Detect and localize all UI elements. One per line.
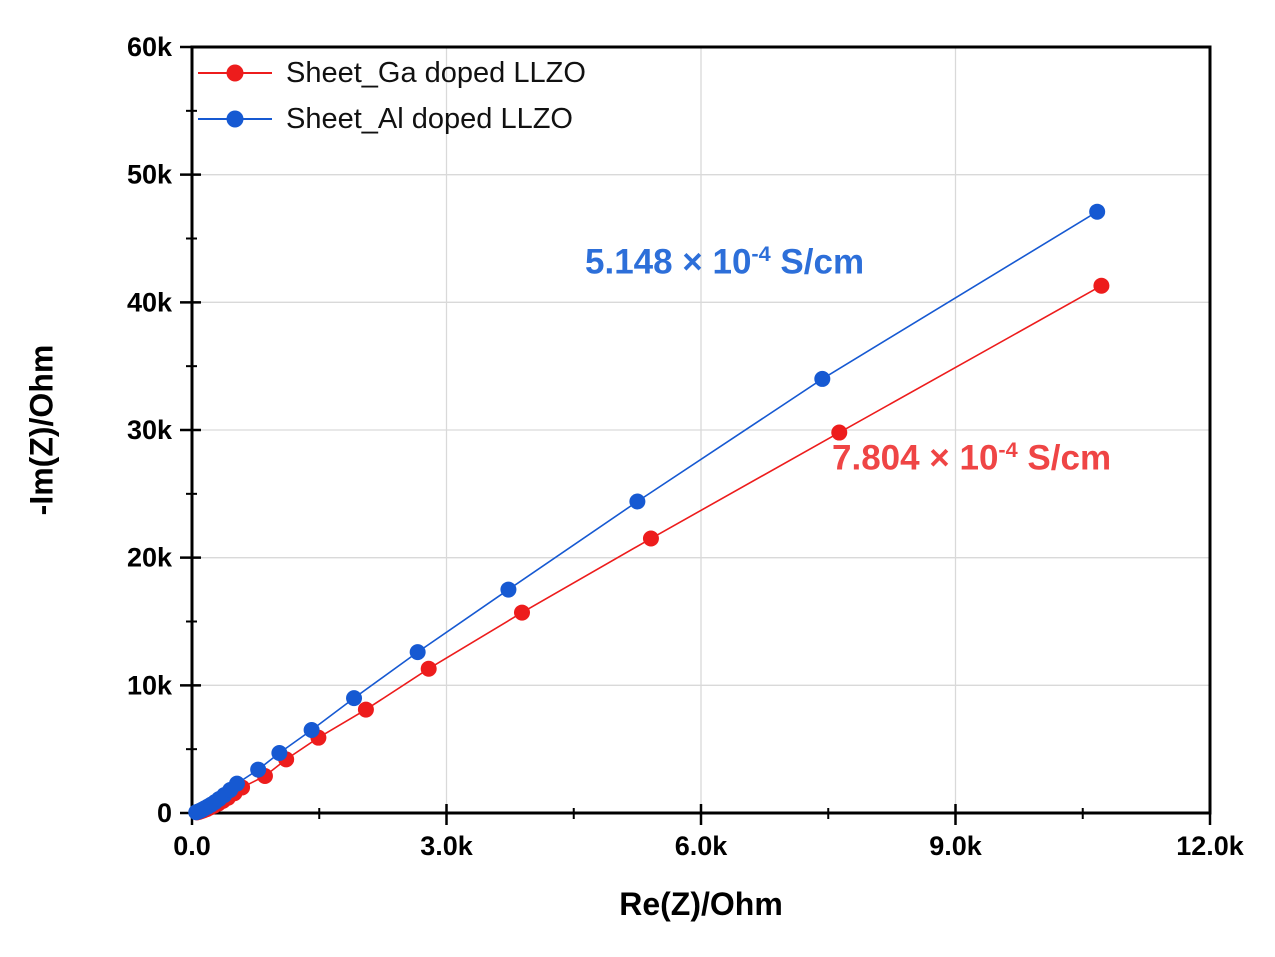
data-point-marker-1: [629, 493, 646, 510]
legend-item-ga-doped: Sheet_Ga doped LLZO: [198, 52, 586, 94]
x-axis-tick-label: 6.0k: [675, 831, 729, 861]
annotation-base: 5.148 × 10: [585, 242, 752, 282]
annotation-unit: S/cm: [770, 242, 865, 282]
x-axis-tick-label: 9.0k: [929, 831, 983, 861]
data-point-marker-1: [409, 644, 426, 661]
chart-legend: Sheet_Ga doped LLZO Sheet_Al doped LLZO: [198, 52, 586, 140]
data-point-marker-1: [271, 744, 288, 761]
y-axis-tick-label: 50k: [127, 160, 173, 190]
data-point-marker-1: [814, 370, 831, 387]
x-axis-tick-label: 12.0k: [1176, 831, 1245, 861]
data-point-marker-0: [642, 530, 659, 547]
conductivity-annotation-ga-doped: 7.804 × 10-4 S/cm: [832, 437, 1111, 479]
y-axis-tick-label: 40k: [127, 287, 173, 317]
legend-label-ga-doped: Sheet_Ga doped LLZO: [286, 56, 586, 89]
y-axis-tick-label: 20k: [127, 543, 173, 573]
data-point-marker-0: [831, 424, 848, 441]
legend-marker-red-icon: [198, 64, 272, 82]
legend-marker-blue-icon: [198, 110, 272, 128]
annotation-exponent: -4: [751, 241, 771, 266]
legend-label-al-doped: Sheet_Al doped LLZO: [286, 102, 573, 135]
annotation-base: 7.804 × 10: [832, 438, 999, 478]
series-line-0: [196, 285, 1102, 814]
x-axis-tick-label: 0.0: [173, 831, 211, 861]
annotation-exponent: -4: [998, 437, 1018, 462]
y-axis-tick-label: 0: [157, 798, 172, 828]
data-point-marker-1: [346, 690, 363, 707]
data-point-marker-1: [250, 761, 267, 778]
data-point-marker-0: [1093, 277, 1110, 294]
data-point-marker-1: [500, 581, 517, 598]
y-axis-tick-label: 60k: [127, 32, 173, 62]
data-point-marker-0: [514, 604, 531, 621]
x-axis-title: Re(Z)/Ohm: [619, 886, 783, 922]
data-point-marker-0: [420, 660, 437, 677]
y-axis-tick-label: 30k: [127, 415, 173, 445]
conductivity-annotation-al-doped: 5.148 × 10-4 S/cm: [585, 241, 864, 283]
x-axis-tick-label: 3.0k: [420, 831, 474, 861]
plot-border: [190, 45, 1212, 815]
y-axis-tick-label: 10k: [127, 670, 173, 700]
y-axis-title: -Im(Z)/Ohm: [23, 344, 60, 516]
data-point-marker-1: [1089, 203, 1106, 220]
annotation-unit: S/cm: [1017, 438, 1112, 478]
legend-item-al-doped: Sheet_Al doped LLZO: [198, 98, 586, 140]
data-point-marker-1: [228, 775, 245, 792]
data-point-marker-1: [303, 722, 320, 739]
data-point-marker-0: [357, 701, 374, 718]
